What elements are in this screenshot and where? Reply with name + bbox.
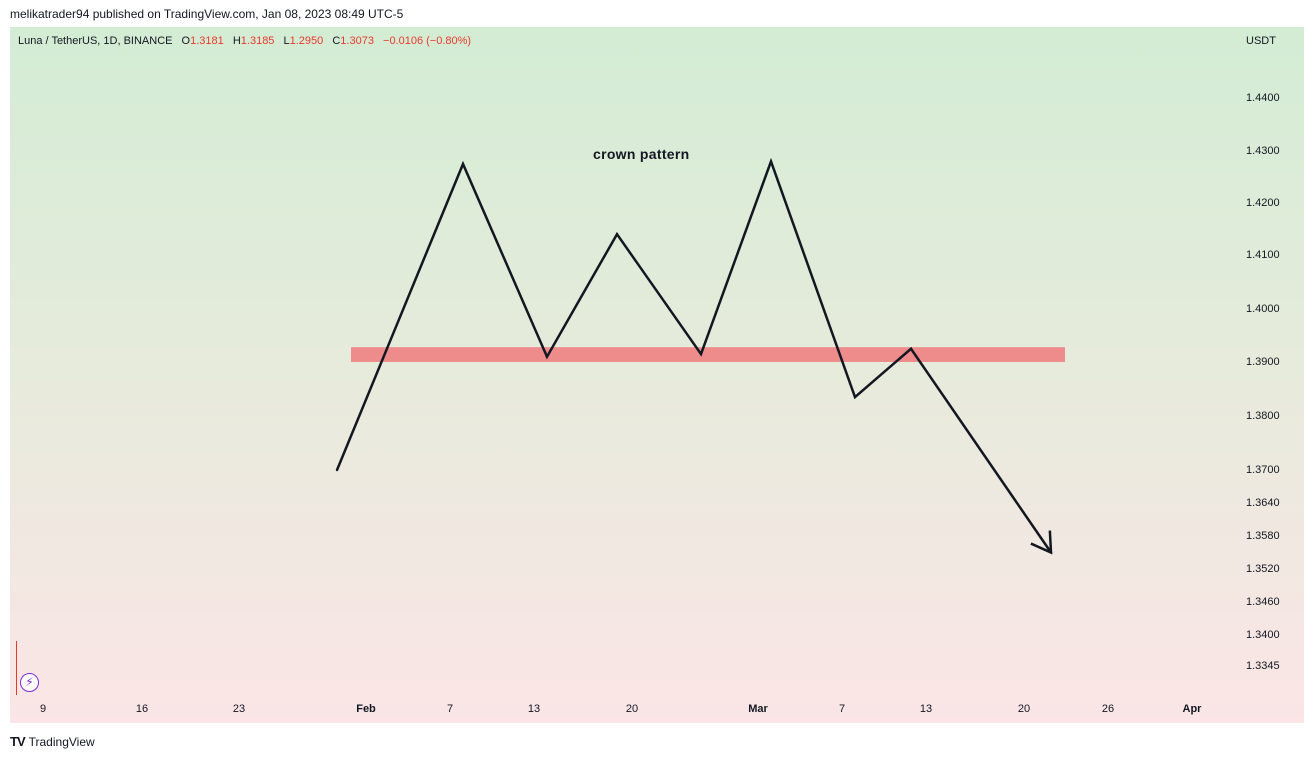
date-tick: 13: [527, 703, 541, 715]
pattern-point: [1049, 551, 1053, 554]
open-value: 1.3181: [190, 35, 224, 47]
pattern-annotation: crown pattern: [593, 146, 690, 162]
pattern-point: [545, 355, 549, 358]
brand-name: TradingView: [28, 734, 95, 749]
date-tick: Feb: [356, 703, 376, 715]
pattern-point: [699, 352, 703, 356]
low-label: L: [283, 35, 290, 47]
date-tick: Mar: [748, 703, 768, 715]
price-tick: 1.3900: [1246, 356, 1280, 368]
close-label: C: [332, 35, 341, 47]
date-tick: 20: [625, 703, 639, 715]
price-tick: 1.3640: [1246, 497, 1280, 509]
open-label: O: [181, 35, 191, 47]
price-tick: 1.3460: [1246, 596, 1280, 608]
symbol-name: Luna / TetherUS, 1D, BINANCE: [18, 35, 173, 47]
publish-info: melikatrader94 published on TradingView.…: [10, 7, 404, 21]
price-tick: 1.4300: [1246, 145, 1280, 157]
price-tick: 1.4000: [1246, 303, 1280, 315]
date-tick: 23: [232, 703, 246, 715]
price-tick: 1.3400: [1246, 629, 1280, 641]
tradingview-logo-icon: TV: [10, 734, 26, 749]
footer-brand[interactable]: TV TradingView: [10, 734, 95, 749]
pattern-point: [615, 233, 619, 236]
high-value: 1.3185: [240, 35, 275, 47]
high-label: H: [232, 35, 241, 47]
price-tick: 1.3520: [1246, 563, 1280, 575]
support-zone[interactable]: [351, 347, 1065, 362]
price-tick: 1.4400: [1246, 92, 1280, 104]
pattern-point: [769, 160, 773, 163]
date-tick: Apr: [1182, 703, 1202, 715]
pattern-point: [909, 347, 913, 350]
symbol-info: Luna / TetherUS, 1D, BINANCE O1.3181 H1.…: [18, 35, 471, 47]
price-tick: 1.4100: [1246, 249, 1280, 261]
date-tick: 13: [919, 703, 933, 715]
date-tick: 16: [135, 703, 149, 715]
close-value: 1.3073: [340, 35, 374, 47]
date-tick: 7: [446, 703, 454, 715]
pattern-point: [335, 468, 339, 472]
date-tick: 26: [1101, 703, 1115, 715]
chart-overlay: [335, 157, 1065, 555]
price-tick: 1.3345: [1246, 660, 1280, 672]
price-tick: 1.3700: [1246, 464, 1280, 476]
low-value: 1.2950: [289, 35, 324, 47]
price-tick: 1.3800: [1246, 410, 1280, 422]
date-tick: 9: [39, 703, 47, 715]
pattern-point: [853, 395, 857, 399]
bar-marker-line: [16, 641, 17, 695]
date-tick: 7: [838, 703, 846, 715]
price-tick: 1.3580: [1246, 530, 1280, 542]
date-tick: 20: [1017, 703, 1031, 715]
change-value: −0.0106 (−0.80%): [383, 35, 472, 47]
currency-label: USDT: [1246, 35, 1276, 47]
chart-panel[interactable]: Luna / TetherUS, 1D, BINANCE O1.3181 H1.…: [10, 27, 1304, 723]
pattern-point: [461, 162, 465, 166]
price-tick: 1.4200: [1246, 197, 1280, 209]
lightning-icon[interactable]: ⚡︎: [20, 673, 39, 692]
